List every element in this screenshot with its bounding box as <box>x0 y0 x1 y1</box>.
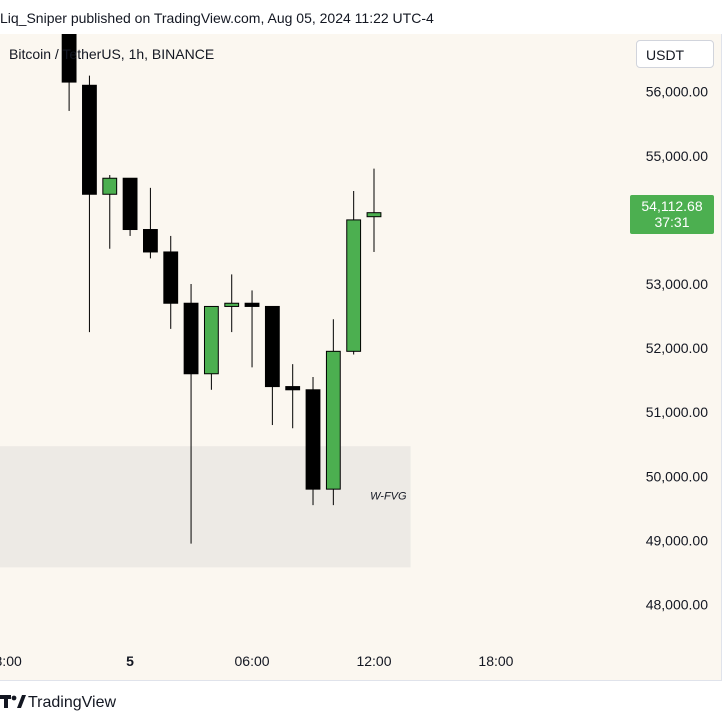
x-tick-label: 18:00 <box>478 653 513 669</box>
bar-countdown: 37:31 <box>654 214 690 230</box>
tradingview-brand[interactable]: TradingView <box>28 694 117 711</box>
bearish-candle <box>122 177 138 231</box>
footer: TradingView <box>0 681 723 723</box>
y-tick-label: 48,000.00 <box>646 597 708 613</box>
currency-button[interactable]: USDT <box>636 40 714 68</box>
bullish-candle <box>224 302 240 307</box>
bearish-candle <box>142 229 158 253</box>
bearish-candle <box>183 302 199 375</box>
x-tick-label: 8:00 <box>0 653 22 669</box>
bearish-candle <box>163 251 179 304</box>
x-tick-label: 06:00 <box>235 653 270 669</box>
symbol-title: Bitcoin / TetherUS, 1h, BINANCE <box>9 46 215 62</box>
y-tick-label: 51,000.00 <box>646 404 708 420</box>
y-tick-label: 55,000.00 <box>646 148 708 164</box>
fvg-zone-label: W-FVG <box>370 491 407 503</box>
bearish-candle <box>264 305 280 388</box>
y-tick-label: 53,000.00 <box>646 276 708 292</box>
tradingview-logo-icon[interactable] <box>0 694 26 710</box>
bullish-candle <box>203 305 219 375</box>
y-tick-label: 50,000.00 <box>646 468 708 484</box>
bullish-candle <box>366 212 382 218</box>
y-tick-label: 56,000.00 <box>646 84 708 100</box>
bearish-candle <box>285 386 301 391</box>
bearish-candle <box>82 84 97 195</box>
y-tick-label: 52,000.00 <box>646 340 708 356</box>
bullish-candle <box>325 350 341 490</box>
bullish-candle <box>102 177 118 195</box>
bullish-candle <box>346 219 362 352</box>
bearish-candle <box>61 34 77 83</box>
last-price-badge: 54,112.68 37:31 <box>630 195 714 234</box>
fvg-zone <box>0 446 411 568</box>
published-line: Liq_Sniper published on TradingView.com,… <box>0 10 434 26</box>
y-tick-label: 49,000.00 <box>646 532 708 548</box>
candlestick-chart[interactable]: W-FVG56,000.0055,000.0054,000.0053,000.0… <box>0 34 721 680</box>
x-tick-label: 5 <box>126 653 134 669</box>
last-price-value: 54,112.68 <box>641 198 703 214</box>
chart-pane[interactable]: W-FVG56,000.0055,000.0054,000.0053,000.0… <box>0 34 722 681</box>
x-tick-label: 12:00 <box>356 653 391 669</box>
publication-header: Liq_Sniper published on TradingView.com,… <box>0 0 723 34</box>
bearish-candle <box>305 389 321 490</box>
bearish-candle <box>244 302 260 307</box>
